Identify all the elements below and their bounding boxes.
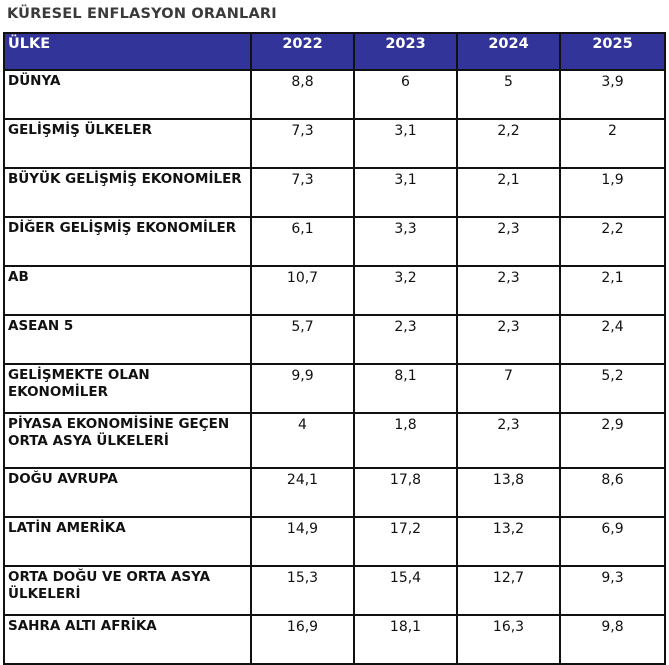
- row-label: DİĞER GELİŞMİŞ EKONOMİLER: [3, 216, 252, 267]
- column-header-2024: 2024: [456, 32, 561, 71]
- cell-2023: 6: [353, 69, 458, 120]
- cell-2025: 2,2: [559, 216, 666, 267]
- cell-2025: 2: [559, 118, 666, 169]
- row-label: LATİN AMERİKA: [3, 516, 252, 567]
- cell-2023: 3,3: [353, 216, 458, 267]
- cell-2023: 3,1: [353, 167, 458, 218]
- cell-2024: 2,1: [456, 167, 561, 218]
- cell-2022: 5,7: [250, 314, 355, 365]
- cell-2023: 3,2: [353, 265, 458, 316]
- cell-2024: 5: [456, 69, 561, 120]
- row-label: GELİŞMEKTE OLAN EKONOMİLER: [3, 363, 252, 414]
- row-label: BÜYÜK GELİŞMİŞ EKONOMİLER: [3, 167, 252, 218]
- row-label: PİYASA EKONOMİSİNE GEÇEN ORTA ASYA ÜLKEL…: [3, 412, 252, 469]
- cell-2022: 9,9: [250, 363, 355, 414]
- cell-2024: 2,3: [456, 412, 561, 469]
- row-label: ORTA DOĞU VE ORTA ASYA ÜLKELERİ: [3, 565, 252, 616]
- cell-2023: 1,8: [353, 412, 458, 469]
- cell-2025: 3,9: [559, 69, 666, 120]
- row-label: GELİŞMİŞ ÜLKELER: [3, 118, 252, 169]
- table-row: DİĞER GELİŞMİŞ EKONOMİLER 6,1 3,3 2,3 2,2: [3, 216, 666, 267]
- cell-2024: 7: [456, 363, 561, 414]
- table-row: AB 10,7 3,2 2,3 2,1: [3, 265, 666, 316]
- table-row: DÜNYA 8,8 6 5 3,9: [3, 69, 666, 120]
- cell-2023: 17,2: [353, 516, 458, 567]
- cell-2024: 16,3: [456, 614, 561, 665]
- row-label: SAHRA ALTI AFRİKA: [3, 614, 252, 665]
- cell-2022: 7,3: [250, 118, 355, 169]
- cell-2025: 6,9: [559, 516, 666, 567]
- cell-2024: 13,2: [456, 516, 561, 567]
- table-row: GELİŞMEKTE OLAN EKONOMİLER 9,9 8,1 7 5,2: [3, 363, 666, 414]
- table-row: LATİN AMERİKA 14,9 17,2 13,2 6,9: [3, 516, 666, 567]
- column-header-2022: 2022: [250, 32, 355, 71]
- cell-2023: 17,8: [353, 467, 458, 518]
- cell-2023: 8,1: [353, 363, 458, 414]
- cell-2022: 10,7: [250, 265, 355, 316]
- cell-2025: 9,3: [559, 565, 666, 616]
- table-row: PİYASA EKONOMİSİNE GEÇEN ORTA ASYA ÜLKEL…: [3, 412, 666, 469]
- cell-2022: 6,1: [250, 216, 355, 267]
- cell-2025: 2,9: [559, 412, 666, 469]
- cell-2024: 2,3: [456, 314, 561, 365]
- row-label: DÜNYA: [3, 69, 252, 120]
- column-header-2023: 2023: [353, 32, 458, 71]
- cell-2023: 18,1: [353, 614, 458, 665]
- cell-2024: 13,8: [456, 467, 561, 518]
- cell-2024: 2,3: [456, 216, 561, 267]
- cell-2025: 5,2: [559, 363, 666, 414]
- table-row: SAHRA ALTI AFRİKA 16,9 18,1 16,3 9,8: [3, 614, 666, 665]
- table-row: BÜYÜK GELİŞMİŞ EKONOMİLER 7,3 3,1 2,1 1,9: [3, 167, 666, 218]
- table-row: ORTA DOĞU VE ORTA ASYA ÜLKELERİ 15,3 15,4 1…: [3, 565, 666, 616]
- column-header-2025: 2025: [559, 32, 666, 71]
- cell-2023: 2,3: [353, 314, 458, 365]
- cell-2022: 24,1: [250, 467, 355, 518]
- cell-2025: 2,4: [559, 314, 666, 365]
- cell-2024: 2,3: [456, 265, 561, 316]
- header-row: ÜLKE 2022 2023 2024 2025: [3, 32, 666, 71]
- cell-2022: 14,9: [250, 516, 355, 567]
- table-row: ASEAN 5 5,7 2,3 2,3 2,4: [3, 314, 666, 365]
- table-title: KÜRESEL ENFLASYON ORANLARI: [7, 6, 277, 22]
- cell-2023: 3,1: [353, 118, 458, 169]
- table-row: GELİŞMİŞ ÜLKELER 7,3 3,1 2,2 2: [3, 118, 666, 169]
- cell-2025: 8,6: [559, 467, 666, 518]
- cell-2023: 15,4: [353, 565, 458, 616]
- cell-2025: 9,8: [559, 614, 666, 665]
- row-label: DOĞU AVRUPA: [3, 467, 252, 518]
- cell-2025: 2,1: [559, 265, 666, 316]
- row-label: AB: [3, 265, 252, 316]
- cell-2024: 12,7: [456, 565, 561, 616]
- row-label: ASEAN 5: [3, 314, 252, 365]
- table-row: DOĞU AVRUPA 24,1 17,8 13,8 8,6: [3, 467, 666, 518]
- cell-2025: 1,9: [559, 167, 666, 218]
- cell-2022: 15,3: [250, 565, 355, 616]
- cell-2024: 2,2: [456, 118, 561, 169]
- cell-2022: 7,3: [250, 167, 355, 218]
- cell-2022: 16,9: [250, 614, 355, 665]
- cell-2022: 8,8: [250, 69, 355, 120]
- column-header-country: ÜLKE: [3, 32, 252, 71]
- cell-2022: 4: [250, 412, 355, 469]
- inflation-table: ÜLKE 2022 2023 2024 2025 DÜNYA 8,8 6 5 3,9 GE…: [3, 32, 666, 665]
